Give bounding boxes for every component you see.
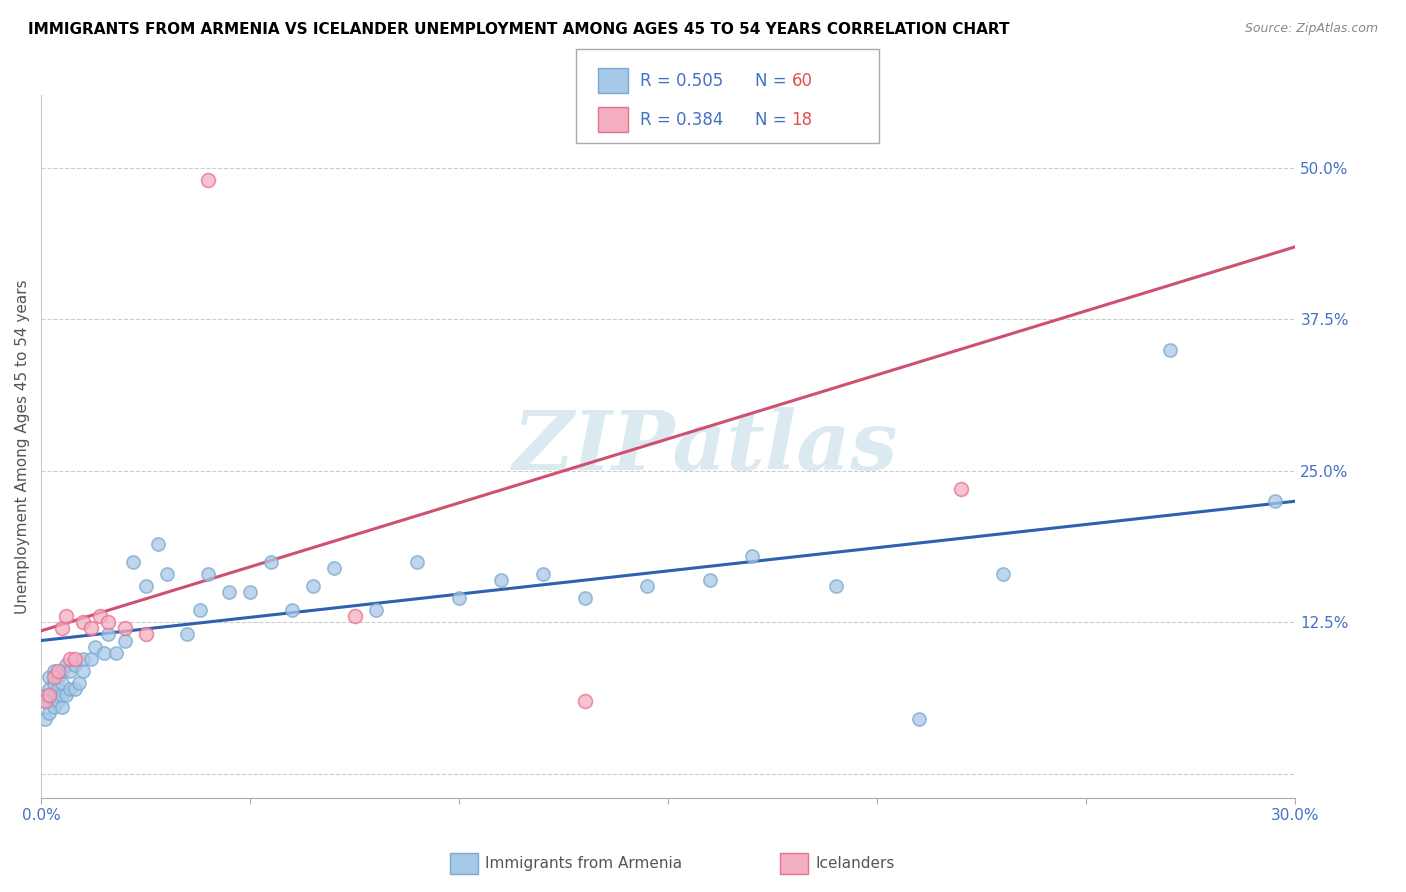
Point [42,700,65,714]
Point [46,681,69,696]
Point [51,688,73,702]
Point [281,603,304,617]
Point [197,173,219,187]
Point [135,579,157,593]
Point [239,585,262,599]
Point [636,579,658,593]
Point [59,681,82,696]
Point [46,664,69,678]
Point [63,657,86,672]
Text: Icelanders: Icelanders [815,856,894,871]
Text: N =: N = [755,71,792,89]
Point [51,700,73,714]
Point [260,555,283,569]
Point [42,664,65,678]
Point [1264,494,1286,508]
Text: Immigrants from Armenia: Immigrants from Armenia [485,856,682,871]
Point [72,664,94,678]
Text: Source: ZipAtlas.com: Source: ZipAtlas.com [1244,22,1378,36]
Text: 60: 60 [792,71,813,89]
Point [46,694,69,708]
Point [51,676,73,690]
Point [42,670,65,684]
Point [72,651,94,665]
Point [197,566,219,581]
Point [489,573,512,587]
Point [55,657,77,672]
Point [364,603,387,617]
Point [34,694,56,708]
Point [322,561,344,575]
Y-axis label: Unemployment Among Ages 45 to 54 years: Unemployment Among Ages 45 to 54 years [15,279,30,614]
Point [105,646,128,660]
Point [343,609,366,624]
Point [176,627,198,641]
Point [824,579,846,593]
Point [59,651,82,665]
Text: ZIPatlas: ZIPatlas [513,407,898,487]
Text: N =: N = [755,111,792,128]
Text: R = 0.505: R = 0.505 [640,71,723,89]
Point [97,615,120,630]
Point [97,627,120,641]
Point [89,609,111,624]
Point [991,566,1014,581]
Point [80,651,103,665]
Point [741,549,763,563]
Point [63,651,86,665]
Point [72,615,94,630]
Point [42,676,65,690]
Point [38,681,60,696]
Point [80,622,103,636]
Point [63,681,86,696]
Point [67,676,90,690]
Point [155,566,177,581]
Point [93,646,115,660]
Point [114,622,136,636]
Point [84,640,107,654]
Point [574,694,596,708]
Point [42,688,65,702]
Point [218,585,240,599]
Point [908,712,931,726]
Point [38,694,60,708]
Point [135,627,157,641]
Point [1159,343,1181,357]
Point [34,688,56,702]
Point [449,591,471,606]
Point [38,670,60,684]
Text: 18: 18 [792,111,813,128]
Point [55,688,77,702]
Point [302,579,325,593]
Point [51,622,73,636]
Point [406,555,429,569]
Point [51,664,73,678]
Point [46,670,69,684]
Text: IMMIGRANTS FROM ARMENIA VS ICELANDER UNEMPLOYMENT AMONG AGES 45 TO 54 YEARS CORR: IMMIGRANTS FROM ARMENIA VS ICELANDER UNE… [28,22,1010,37]
Point [949,482,972,496]
Point [122,555,145,569]
Point [55,609,77,624]
Point [34,694,56,708]
Point [114,633,136,648]
Text: R = 0.384: R = 0.384 [640,111,723,128]
Point [574,591,596,606]
Point [188,603,211,617]
Point [38,688,60,702]
Point [38,706,60,721]
Point [699,573,721,587]
Point [34,712,56,726]
Point [148,536,170,550]
Point [59,664,82,678]
Point [531,566,554,581]
